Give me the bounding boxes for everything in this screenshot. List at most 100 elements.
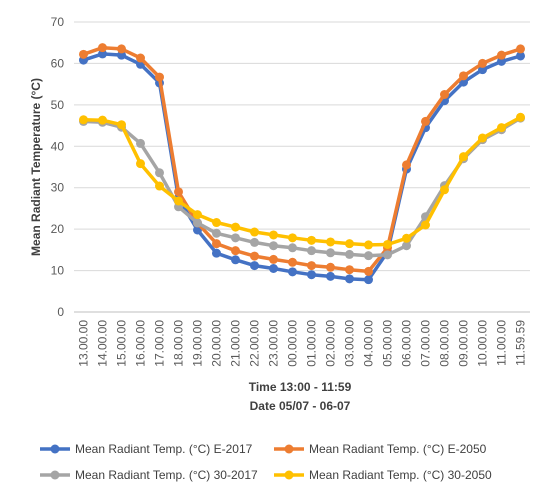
data-point bbox=[478, 65, 487, 75]
data-point bbox=[478, 58, 487, 68]
data-point bbox=[136, 53, 145, 63]
data-point bbox=[288, 257, 297, 267]
data-point bbox=[345, 274, 354, 284]
data-point bbox=[421, 116, 430, 126]
data-point bbox=[307, 261, 316, 271]
data-point bbox=[288, 233, 297, 243]
data-point bbox=[440, 90, 449, 99]
data-point bbox=[212, 218, 221, 228]
data-point bbox=[212, 248, 221, 258]
legend-marker bbox=[284, 470, 294, 480]
data-point bbox=[79, 115, 88, 125]
data-point bbox=[193, 218, 202, 228]
x-tick-label: 16.00.00 bbox=[134, 320, 148, 367]
data-point bbox=[98, 49, 107, 59]
data-point bbox=[307, 246, 316, 256]
series-line bbox=[83, 116, 522, 258]
series-line bbox=[82, 52, 521, 282]
legend-item: Mean Radiant Temp. (°C) 30-2050 bbox=[274, 468, 492, 482]
x-tick-label: 00.00.00 bbox=[286, 320, 300, 367]
data-point bbox=[117, 120, 126, 130]
data-point bbox=[364, 266, 373, 276]
data-point bbox=[326, 248, 335, 258]
data-point bbox=[136, 138, 145, 148]
y-tick-label: 30 bbox=[51, 181, 65, 195]
legend: Mean Radiant Temp. (°C) E-2017 Mean Radia… bbox=[40, 442, 492, 482]
data-point bbox=[326, 271, 335, 281]
data-point bbox=[269, 241, 278, 251]
x-tick-label: 15.00.00 bbox=[115, 320, 129, 367]
data-point bbox=[117, 50, 126, 60]
y-tick-label: 0 bbox=[57, 305, 64, 319]
y-axis-ticks: 0 10 20 30 40 50 60 70 bbox=[51, 15, 65, 319]
x-tick-label: 20.00.00 bbox=[210, 320, 224, 367]
x-tick-label: 02.00.00 bbox=[324, 320, 338, 367]
x-tick-label: 23.00.00 bbox=[267, 320, 281, 367]
x-tick-label: 04.00.00 bbox=[362, 320, 376, 367]
data-point bbox=[345, 239, 354, 249]
data-point bbox=[155, 168, 164, 178]
data-point bbox=[193, 210, 202, 220]
data-point bbox=[383, 250, 392, 260]
data-point bbox=[402, 233, 411, 243]
x-tick-label: 21.00.00 bbox=[229, 320, 243, 367]
data-point bbox=[288, 243, 297, 253]
data-point bbox=[497, 50, 506, 60]
legend-item: Mean Radiant Temp. (°C) E-2050 bbox=[274, 442, 487, 456]
data-point bbox=[402, 160, 411, 170]
legend-marker bbox=[50, 444, 60, 454]
data-point bbox=[136, 159, 145, 169]
data-point bbox=[174, 196, 183, 206]
data-point bbox=[79, 49, 88, 59]
x-tick-label: 19.00.00 bbox=[191, 320, 205, 367]
data-point bbox=[326, 262, 335, 272]
data-point bbox=[307, 235, 316, 245]
x-tick-label: 11.00.00 bbox=[495, 320, 509, 366]
legend-label: Mean Radiant Temp. (°C) 30-2050 bbox=[309, 468, 492, 482]
data-point bbox=[231, 233, 240, 243]
data-point bbox=[345, 249, 354, 259]
data-point bbox=[269, 230, 278, 240]
data-point bbox=[459, 152, 468, 162]
x-tick-label: 10.00.00 bbox=[476, 320, 490, 367]
data-point bbox=[117, 44, 126, 54]
x-axis-ticks: 13.00.00 14.00.00 15.00.00 16.00.00 17.00.00… bbox=[77, 320, 528, 367]
data-point bbox=[231, 246, 240, 256]
data-point bbox=[269, 264, 278, 273]
data-point bbox=[155, 181, 164, 191]
series-2 bbox=[79, 43, 525, 276]
data-point bbox=[98, 115, 107, 125]
x-tick-label: 07.00.00 bbox=[419, 320, 433, 367]
data-point bbox=[402, 241, 411, 251]
y-tick-label: 70 bbox=[51, 15, 65, 29]
x-tick-label: 13.00.00 bbox=[77, 320, 91, 367]
data-point bbox=[345, 265, 354, 275]
data-point bbox=[459, 71, 468, 81]
data-point bbox=[250, 261, 259, 271]
data-point bbox=[231, 255, 240, 265]
data-point bbox=[364, 240, 373, 250]
data-point bbox=[250, 237, 259, 247]
data-point bbox=[98, 43, 107, 53]
data-point bbox=[440, 185, 449, 195]
x-tick-label: 14.00.00 bbox=[96, 320, 110, 367]
data-point bbox=[364, 275, 373, 285]
legend-item: Mean Radiant Temp. (°C) 30-2017 bbox=[40, 468, 258, 482]
x-tick-label: 08.00.00 bbox=[438, 320, 452, 367]
x-tick-label: 06.00.00 bbox=[400, 320, 414, 367]
data-point bbox=[231, 222, 240, 232]
data-point bbox=[174, 187, 183, 197]
x-axis-subtitle: Date 05/07 - 06-07 bbox=[250, 399, 351, 413]
legend-marker bbox=[284, 444, 294, 454]
y-tick-label: 40 bbox=[51, 139, 65, 153]
x-tick-label: 11.59.59 bbox=[514, 320, 528, 366]
series-lines bbox=[79, 43, 525, 285]
data-point bbox=[288, 267, 297, 277]
data-point bbox=[421, 220, 430, 230]
y-tick-label: 10 bbox=[51, 264, 65, 278]
y-tick-label: 50 bbox=[51, 98, 65, 112]
x-tick-label: 01.00.00 bbox=[305, 320, 319, 367]
data-point bbox=[478, 133, 487, 143]
data-point bbox=[269, 254, 278, 264]
